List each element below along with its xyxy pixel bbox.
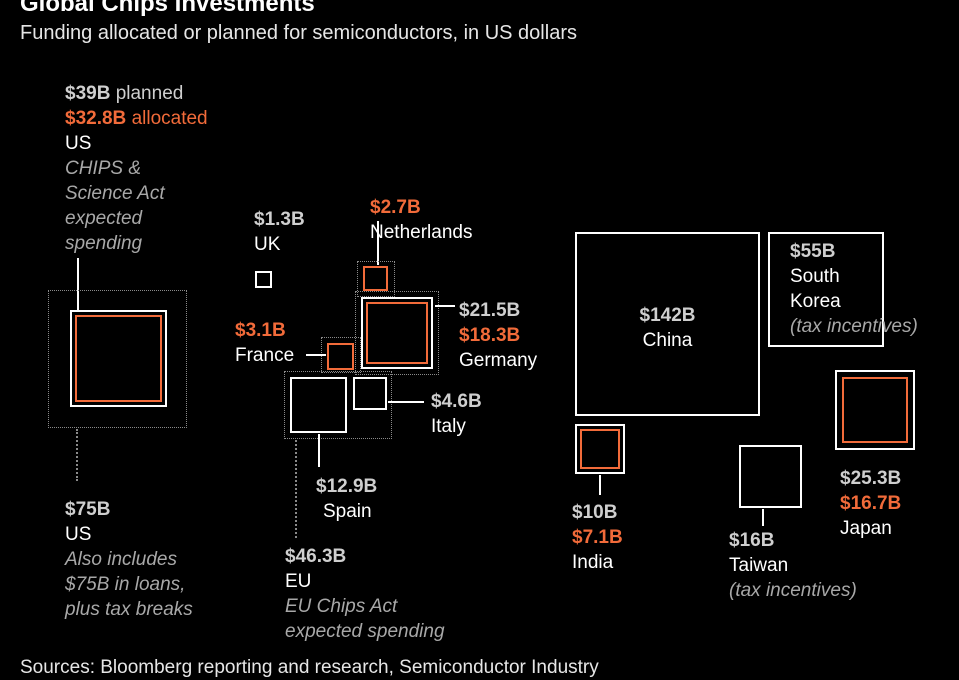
spain-value: $12.9B bbox=[316, 476, 378, 497]
italy-square bbox=[353, 377, 387, 410]
us-total-value: $75B bbox=[65, 499, 111, 520]
eu-outline-germany bbox=[355, 291, 439, 375]
us-planned-square bbox=[70, 310, 167, 407]
us-total-square bbox=[48, 290, 187, 428]
us-planned-line: $39B planned bbox=[65, 81, 183, 106]
south-korea-square bbox=[768, 232, 884, 347]
japan-total-value: $25.3B bbox=[840, 468, 902, 489]
us-planned-label: planned bbox=[115, 83, 184, 104]
eu-total-value: $46.3B bbox=[285, 546, 347, 567]
japan-label: Japan bbox=[840, 518, 892, 539]
uk-square bbox=[255, 271, 272, 288]
india-allocated-square bbox=[580, 429, 620, 469]
us-total-leader bbox=[76, 429, 78, 481]
france-value: $3.1B bbox=[235, 320, 286, 341]
us-note-bottom-2: $75B in loans, bbox=[65, 574, 186, 595]
india-leader bbox=[599, 475, 601, 495]
south-korea-label-2: Korea bbox=[790, 291, 841, 312]
eu-leader bbox=[295, 440, 297, 538]
france-label: France bbox=[235, 345, 295, 366]
india-total-value: $10B bbox=[572, 502, 618, 523]
eu-note-2: expected spending bbox=[285, 621, 445, 642]
netherlands-frame bbox=[357, 261, 395, 297]
us-note-bottom-1: Also includes bbox=[65, 549, 177, 570]
us-allocated-square bbox=[75, 315, 162, 402]
germany-leader bbox=[435, 305, 455, 307]
us-note-top-1: CHIPS & bbox=[65, 158, 142, 179]
india-label: India bbox=[572, 552, 614, 573]
india-total-square bbox=[575, 424, 625, 474]
germany-total-square bbox=[361, 297, 433, 369]
japan-total-square bbox=[835, 370, 915, 450]
italy-value: $4.6B bbox=[431, 391, 482, 412]
us-note-top-2: Science Act bbox=[65, 183, 165, 204]
eu-note-1: EU Chips Act bbox=[285, 596, 398, 617]
netherlands-value: $2.7B bbox=[370, 197, 421, 218]
taiwan-square bbox=[739, 445, 802, 508]
south-korea-label-1: South bbox=[790, 266, 840, 287]
taiwan-note: (tax incentives) bbox=[729, 580, 857, 601]
south-korea-value: $55B bbox=[790, 241, 836, 262]
chart-subtitle: Funding allocated or planned for semicon… bbox=[20, 22, 577, 44]
us-label-bottom: US bbox=[65, 524, 92, 545]
germany-allocated-value: $18.3B bbox=[459, 325, 521, 346]
china-label: China bbox=[642, 330, 693, 351]
us-note-top-3: expected bbox=[65, 208, 143, 229]
france-square bbox=[327, 343, 354, 370]
taiwan-label: Taiwan bbox=[729, 555, 789, 576]
eu-outline-south bbox=[284, 371, 392, 439]
italy-label: Italy bbox=[431, 416, 466, 437]
japan-allocated-square bbox=[842, 377, 908, 443]
us-planned-value: $39B bbox=[65, 83, 111, 104]
spain-label: Spain bbox=[323, 501, 372, 522]
eu-label: EU bbox=[285, 571, 312, 592]
netherlands-leader bbox=[377, 221, 379, 265]
us-allocated-value: $32.8B bbox=[65, 108, 127, 129]
taiwan-value: $16B bbox=[729, 530, 775, 551]
chart-title: Global Chips Investments bbox=[20, 0, 315, 17]
spain-leader bbox=[318, 434, 320, 467]
germany-allocated-square bbox=[366, 302, 428, 364]
us-label-top: US bbox=[65, 133, 92, 154]
germany-total-value: $21.5B bbox=[459, 300, 521, 321]
us-allocated-label: allocated bbox=[131, 108, 208, 129]
china-value: $142B bbox=[639, 305, 696, 326]
us-planned-leader bbox=[77, 258, 79, 310]
us-allocated-line: $32.8B allocated bbox=[65, 106, 208, 131]
italy-leader bbox=[388, 401, 424, 403]
us-note-bottom-3: plus tax breaks bbox=[65, 599, 193, 620]
south-korea-note: (tax incentives) bbox=[790, 316, 918, 337]
taiwan-leader bbox=[762, 509, 764, 526]
spain-square bbox=[290, 377, 347, 433]
india-allocated-value: $7.1B bbox=[572, 527, 623, 548]
uk-value: $1.3B bbox=[254, 209, 305, 230]
germany-label: Germany bbox=[459, 350, 538, 371]
us-note-top-4: spending bbox=[65, 233, 143, 254]
source-note: Sources: Bloomberg reporting and researc… bbox=[20, 657, 599, 678]
netherlands-square bbox=[363, 266, 388, 291]
netherlands-label: Netherlands bbox=[370, 222, 473, 243]
france-leader bbox=[306, 354, 326, 356]
china-square bbox=[575, 232, 760, 416]
uk-label: UK bbox=[254, 234, 281, 255]
japan-allocated-value: $16.7B bbox=[840, 493, 902, 514]
